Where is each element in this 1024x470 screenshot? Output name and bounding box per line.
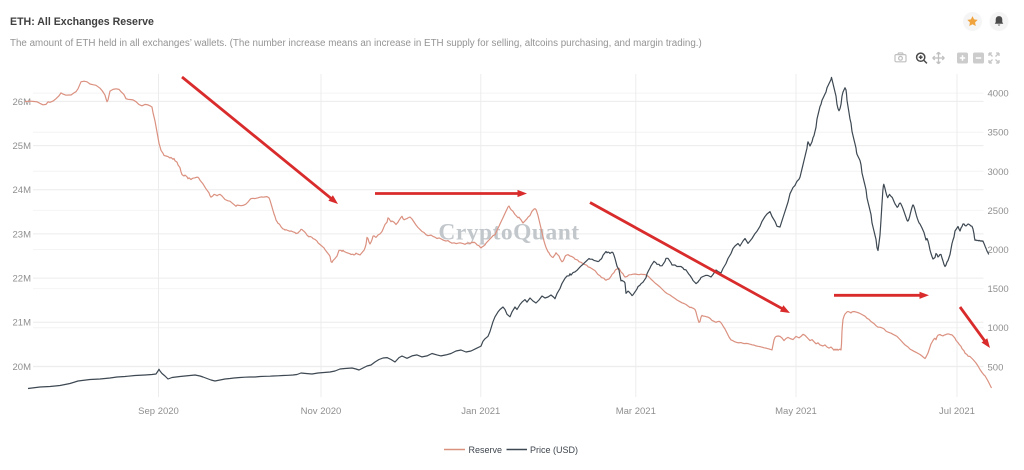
svg-text:23M: 23M [13, 229, 32, 240]
svg-text:CryptoQuant: CryptoQuant [438, 220, 579, 246]
svg-text:2500: 2500 [988, 206, 1009, 217]
svg-text:Nov 2020: Nov 2020 [301, 406, 342, 417]
svg-text:22M: 22M [13, 274, 32, 285]
svg-text:25M: 25M [13, 141, 32, 152]
svg-text:3500: 3500 [988, 128, 1009, 139]
svg-text:The amount of ETH held in all: The amount of ETH held in all exchanges’… [10, 38, 702, 49]
svg-text:ETH: All Exchanges Reserve: ETH: All Exchanges Reserve [10, 16, 154, 28]
svg-text:24M: 24M [13, 185, 32, 196]
svg-text:Price (USD): Price (USD) [530, 445, 578, 455]
svg-text:2000: 2000 [988, 245, 1009, 256]
svg-text:Jul 2021: Jul 2021 [939, 406, 975, 417]
svg-text:500: 500 [988, 362, 1004, 373]
svg-text:May 2021: May 2021 [775, 406, 817, 417]
svg-text:Jan 2021: Jan 2021 [461, 406, 500, 417]
svg-text:Sep 2020: Sep 2020 [138, 406, 179, 417]
svg-text:20M: 20M [13, 362, 32, 373]
svg-text:1000: 1000 [988, 323, 1009, 334]
svg-text:1500: 1500 [988, 284, 1009, 295]
svg-text:26M: 26M [13, 97, 32, 108]
svg-text:Mar 2021: Mar 2021 [616, 406, 656, 417]
svg-text:3000: 3000 [988, 167, 1009, 178]
svg-text:Reserve: Reserve [469, 445, 503, 455]
svg-text:4000: 4000 [988, 89, 1009, 100]
svg-text:21M: 21M [13, 318, 32, 329]
